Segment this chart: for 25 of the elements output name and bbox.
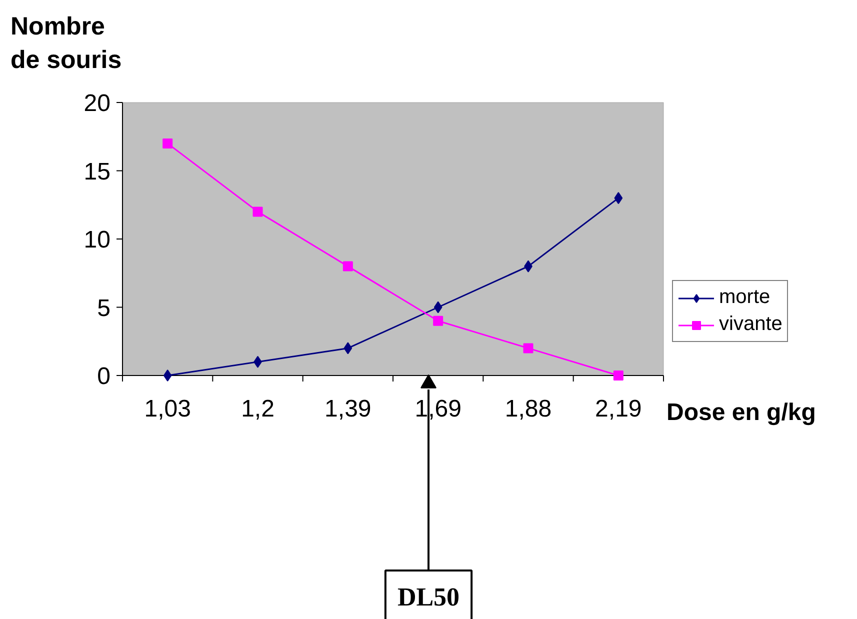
x-tick-label: 2,19 xyxy=(595,396,642,422)
point xyxy=(613,370,624,380)
x-tick-label: 1,03 xyxy=(144,396,191,422)
y-tick-label: 10 xyxy=(84,226,111,254)
x-tick-label: 1,88 xyxy=(504,396,552,422)
point xyxy=(434,301,442,314)
x-tick-label: 1,2 xyxy=(241,396,274,422)
x-axis-title: Dose en g/kg xyxy=(666,399,816,426)
point xyxy=(433,316,444,326)
point xyxy=(344,342,352,354)
point xyxy=(252,206,263,217)
point xyxy=(523,343,534,354)
y-tick-label: 15 xyxy=(84,158,111,186)
x-tick-label: 1,39 xyxy=(324,396,372,422)
point xyxy=(342,261,353,272)
point xyxy=(162,138,173,148)
text: DL50 xyxy=(397,582,460,612)
y-tick-label: 5 xyxy=(97,294,111,322)
y-tick-label: 0 xyxy=(97,363,111,390)
legend-label: vivante xyxy=(719,313,782,336)
legend-label: morte xyxy=(719,286,770,309)
point xyxy=(163,370,172,382)
y-axis-title: Nombre de souris xyxy=(10,12,122,74)
point xyxy=(614,192,623,204)
y-tick-label: 20 xyxy=(84,90,111,117)
